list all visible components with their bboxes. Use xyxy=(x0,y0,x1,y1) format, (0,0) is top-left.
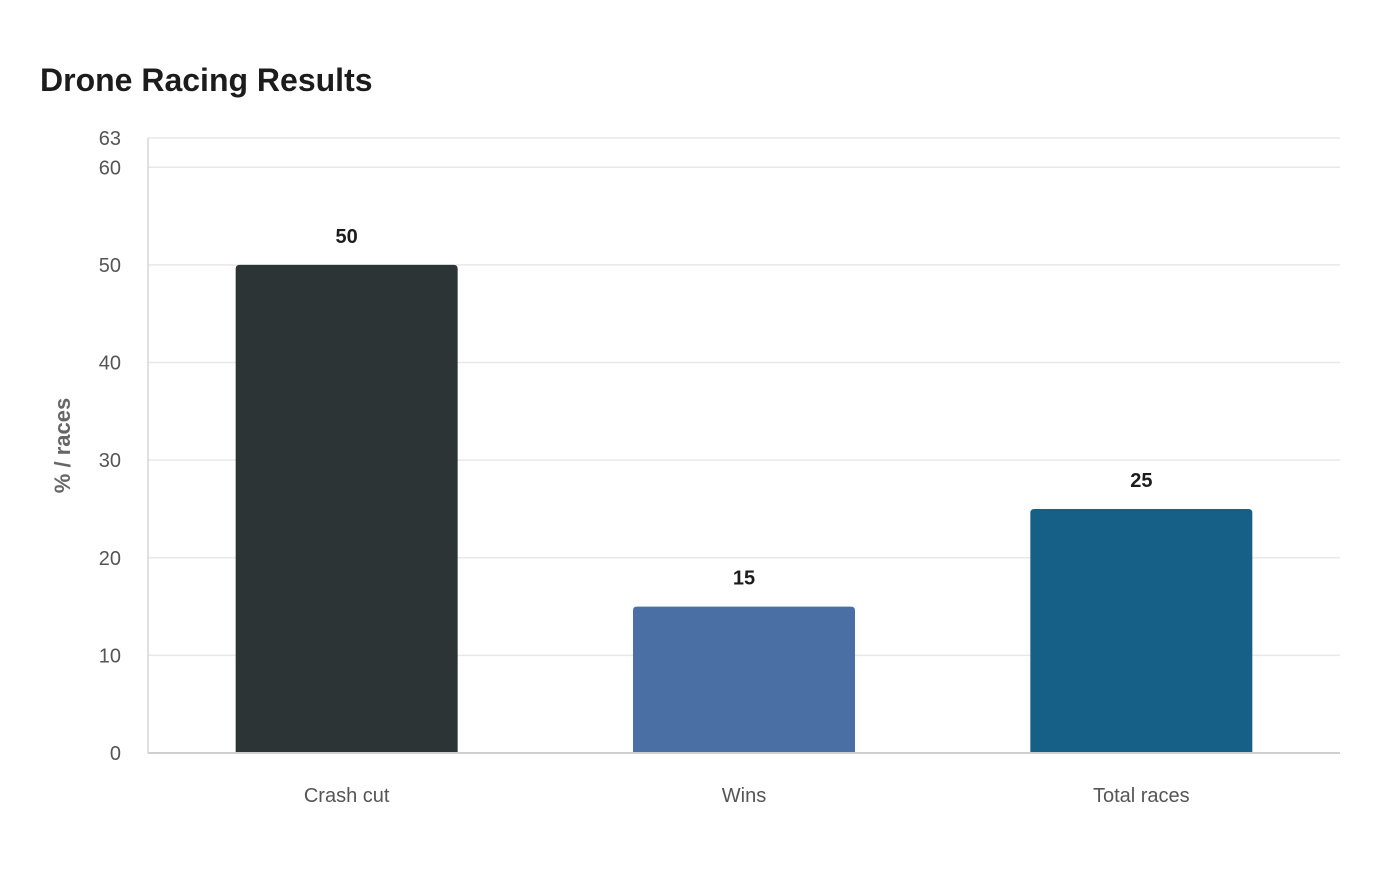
bar-crash-cut xyxy=(235,264,458,753)
value-label: 15 xyxy=(733,568,755,590)
bar-total-races xyxy=(1030,508,1253,753)
bars: 50 15 25 xyxy=(235,226,1253,753)
y-tick-label: 50 xyxy=(99,255,121,277)
x-tick-label: Total races xyxy=(1093,785,1190,807)
y-tick-label: 30 xyxy=(99,450,121,472)
y-tick-label: 10 xyxy=(99,645,121,667)
y-tick-labels: 0 10 20 30 40 50 60 63 xyxy=(99,128,121,765)
y-tick-label: 0 xyxy=(110,743,121,765)
x-tick-label: Crash cut xyxy=(304,785,390,807)
y-tick-label: 63 xyxy=(99,128,121,150)
y-tick-label: 20 xyxy=(99,548,121,570)
value-label: 50 xyxy=(336,226,358,248)
y-tick-label: 40 xyxy=(99,353,121,375)
y-tick-label: 60 xyxy=(99,157,121,179)
value-label: 25 xyxy=(1130,470,1152,492)
bar-wins xyxy=(633,606,855,753)
chart-title: Drone Racing Results xyxy=(40,62,373,98)
x-tick-labels: Crash cut Wins Total races xyxy=(304,785,1190,807)
x-tick-label: Wins xyxy=(722,785,766,807)
y-axis-label: % / races xyxy=(50,398,75,493)
